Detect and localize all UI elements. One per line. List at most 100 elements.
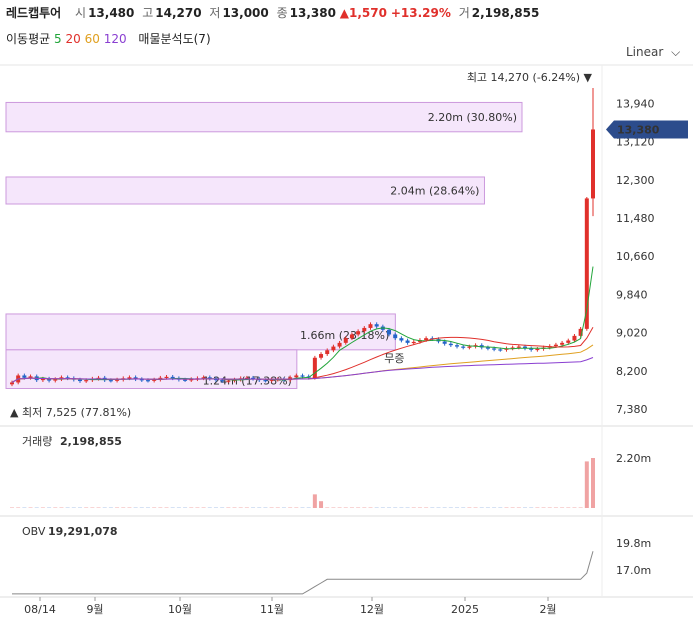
candle-body [220,380,225,382]
candle-body [362,327,367,332]
volume-profile-bar [5,101,523,133]
open-label: 시 [75,6,87,20]
volume-panel-title: 거래량 [22,435,52,448]
candle-body [560,342,565,345]
high-marker-label: 최고 14,270 (-6.24%) ▼ [467,71,593,84]
volume-bar [584,461,589,508]
obv-tick-label: 19.8m [616,537,651,550]
x-tick-label: 9월 [86,603,103,616]
last-price-label: 13,380 [617,123,660,136]
candle-body [337,342,342,347]
candle-body [300,375,305,377]
candle-body [244,377,249,379]
candle-body [584,198,589,329]
candle-body [139,379,144,381]
candle-body [566,340,571,343]
candle-body [399,338,404,341]
ma-line-120 [11,357,594,383]
candle-body [145,380,150,382]
high-label: 고 [142,6,154,20]
candle-body [226,380,231,382]
price-tick-label: 13,120 [616,136,655,149]
high-value: 14,270 [155,6,202,20]
candle-body [115,379,120,381]
volume-profile-label: 2.20m (30.80%) [428,111,517,124]
candle-body [53,379,58,381]
ma-60: 60 [84,32,100,46]
candle-body [312,357,317,378]
candle-body [108,380,113,382]
candle-body [387,329,392,335]
volume-panel-value: 2,198,855 [60,435,122,448]
candle-body [319,354,324,358]
candle-body [485,347,490,349]
x-tick-label: 12월 [360,603,384,616]
candle-body [22,375,27,378]
obv-tick-label: 17.0m [616,564,651,577]
candle-body [164,376,169,379]
candle-body [201,377,206,379]
candle-body [269,379,274,381]
candle-body [498,349,503,351]
price-tick-label: 9,020 [616,327,648,340]
candle-body [170,376,175,379]
x-tick-label: 11월 [260,603,284,616]
price-tick-label: 8,200 [616,365,648,378]
scale-label: Linear [626,45,664,59]
candle-body [553,344,558,347]
candle-body [461,346,466,348]
ma-120: 120 [103,32,127,46]
candle-body [183,379,188,381]
ma-5: 5 [54,32,62,46]
candle-body [331,346,336,351]
volume-bar [591,458,595,508]
scale-toggle-button[interactable]: Linear ⌵ [626,45,680,60]
low-value: 13,000 [222,6,269,20]
volume-profile-label: 2.04m (28.64%) [390,184,479,197]
candle-body [393,334,398,339]
candle-body [523,346,528,349]
candle-body [349,334,354,339]
candle-body [374,324,379,327]
candle-body [343,338,348,343]
candle-body [47,378,52,381]
stock-name: 레드캡투어 [6,6,62,20]
candle-body [492,348,497,350]
price-tick-label: 12,300 [616,174,655,187]
price-header: 레드캡투어 시 13,480 고 14,270 저 13,000 종 13,380 ▲1… [6,4,539,21]
close-value: 13,380 [289,6,336,20]
x-tick-label: 08/14 [24,603,56,616]
candle-body [448,343,453,346]
last-price-tag [606,120,688,139]
price-tick-label: 9,840 [616,288,648,301]
candle-body [77,379,82,382]
x-tick-label: 2025 [451,603,479,616]
candle-body [127,377,132,379]
candle-body [578,328,583,336]
candle-body [294,375,299,378]
candle-body [263,380,268,382]
candle-body [572,335,577,341]
candle-body [189,379,194,381]
price-tick-label: 10,660 [616,250,655,263]
event-annotation: 무증 [384,352,404,365]
candle-body [405,340,410,343]
candle-body [591,129,595,199]
obv-panel-title: OBV [22,525,46,538]
volume-value: 2,198,855 [471,6,540,20]
candle-body [467,346,472,348]
change-arrow: ▲ [339,6,350,20]
candle-body [516,346,521,348]
change-percent: +13.29% [390,6,451,20]
candle-body [529,348,534,350]
obv-panel-value: 19,291,078 [48,525,118,538]
candle-body [325,350,330,355]
candle-body [65,377,70,379]
volume-profile-label: 매물분석도(7) [138,32,211,46]
x-tick-label: 10월 [168,603,192,616]
candle-body [10,382,14,385]
candle-body [356,331,361,335]
low-label: 저 [209,6,221,20]
indicator-legend[interactable]: 이동평균 5 20 60 120 매물분석도(7) [6,30,211,47]
